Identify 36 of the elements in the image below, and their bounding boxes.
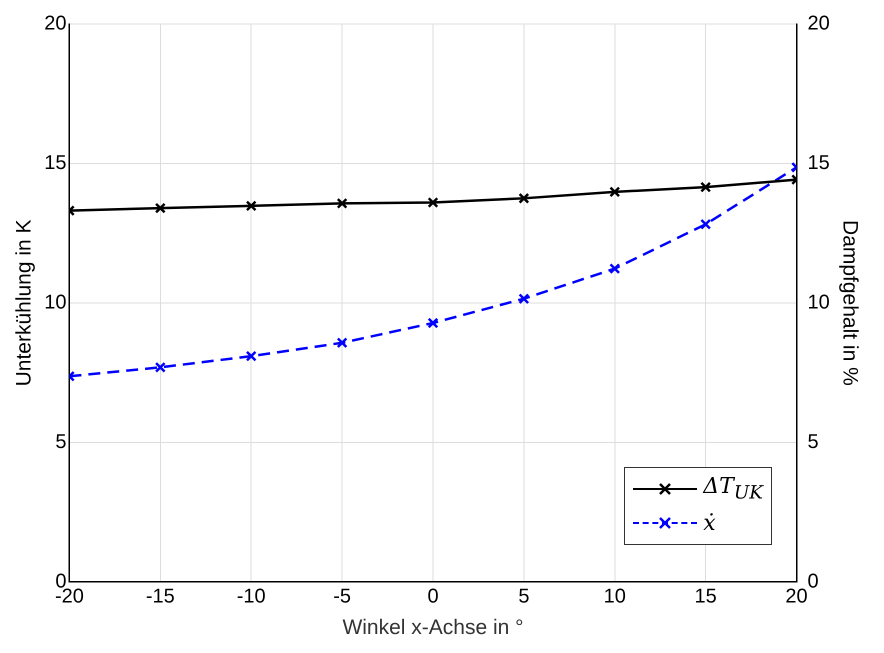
y2-tick-label: 0 [808, 570, 819, 592]
point [336, 198, 348, 209]
point [154, 202, 166, 214]
point [246, 350, 257, 362]
point [246, 200, 257, 212]
point [700, 218, 712, 230]
x-tick-label: 15 [694, 585, 717, 608]
point [154, 362, 166, 373]
x-tick-label: -5 [333, 585, 352, 608]
y2-tick-label: 5 [808, 430, 819, 453]
x-tick-label: 0 [427, 585, 439, 608]
point [518, 293, 530, 304]
y2-tick-label: 10 [808, 291, 830, 314]
y2-tick-label: 20 [808, 12, 830, 35]
point [609, 186, 620, 198]
point [336, 337, 348, 348]
y-tick-label: 10 [44, 291, 66, 314]
x-tick-label: 5 [518, 585, 530, 608]
point [428, 197, 438, 208]
legend-label: ẋ [703, 510, 716, 536]
y-tick-label: 20 [44, 12, 66, 35]
x-axis-title: Winkel x-Achse in ° [342, 616, 524, 640]
y2-tick-label: 15 [808, 152, 830, 174]
y2-axis-title: Dampfgehalt in % [838, 220, 862, 386]
point [700, 182, 712, 193]
y-tick-label: 5 [55, 430, 66, 453]
point [609, 263, 620, 274]
y-tick-label: 15 [44, 152, 66, 174]
x-tick-label: 20 [785, 585, 808, 608]
y-axis-title: Unterkühlung in K [12, 219, 36, 386]
x-tick-label: -10 [236, 585, 266, 608]
point [428, 317, 438, 328]
x-tick-label: -15 [146, 585, 175, 608]
point [518, 192, 530, 204]
legend-label: ΔT$_{UK}$ [703, 474, 763, 504]
x-tick-label: 10 [604, 585, 626, 608]
